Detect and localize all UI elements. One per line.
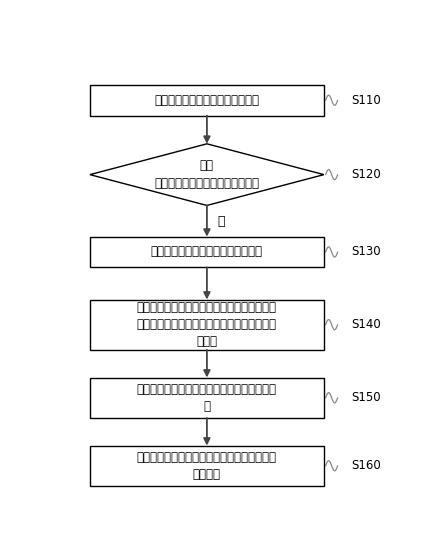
Text: 根据各放电电流和放电电压，确定蓄电池的内
阻: 根据各放电电流和放电电压，确定蓄电池的内 阻 <box>137 383 277 413</box>
Polygon shape <box>90 144 324 205</box>
Text: S140: S140 <box>352 318 381 331</box>
Text: S110: S110 <box>352 94 381 107</box>
FancyBboxPatch shape <box>90 237 324 267</box>
Text: S130: S130 <box>352 246 381 258</box>
FancyBboxPatch shape <box>90 378 324 418</box>
Text: S120: S120 <box>352 168 381 181</box>
Text: 获取蓄电池正常工作的充放电时间: 获取蓄电池正常工作的充放电时间 <box>155 94 259 107</box>
Text: 是: 是 <box>217 215 225 227</box>
Text: 根据蓄电池的内阻和活化时间，确定蓄电池的
当前状态: 根据蓄电池的内阻和活化时间，确定蓄电池的 当前状态 <box>137 451 277 481</box>
FancyBboxPatch shape <box>90 300 324 350</box>
FancyBboxPatch shape <box>90 445 324 486</box>
Text: 判断
充放电时间是否达到预设活化周期: 判断 充放电时间是否达到预设活化周期 <box>155 159 259 190</box>
Text: S150: S150 <box>352 391 381 404</box>
Text: S160: S160 <box>352 459 381 473</box>
Text: 获取蓄电池进行自活化的活化时间、以及位于
活化时间内蓄电池在各个时刻的放电电流和放
电电压: 获取蓄电池进行自活化的活化时间、以及位于 活化时间内蓄电池在各个时刻的放电电流和… <box>137 301 277 348</box>
FancyBboxPatch shape <box>90 85 324 115</box>
Text: 控制蓄电池进行自活化和内阻的检测: 控制蓄电池进行自活化和内阻的检测 <box>151 246 263 258</box>
